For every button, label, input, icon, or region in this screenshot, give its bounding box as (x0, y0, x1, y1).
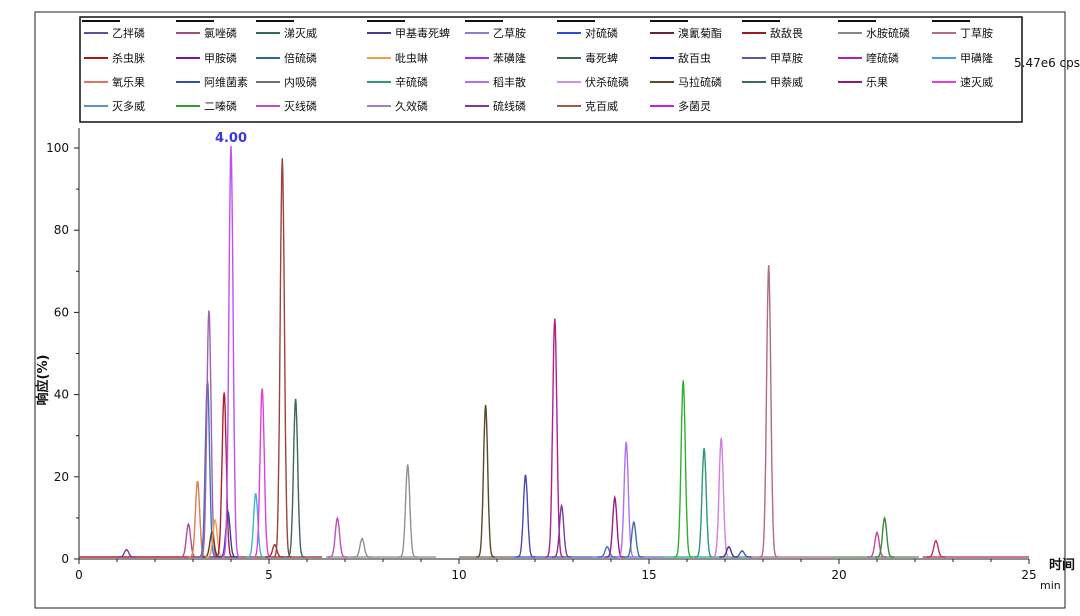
legend-label: 阿维菌素 (204, 76, 248, 89)
x-tick-label: 0 (75, 568, 83, 582)
peak-trace (214, 392, 234, 558)
y-axis-label: 响应(%) (35, 355, 51, 406)
peak-trace (875, 516, 894, 558)
intensity-scale-label: 5.47e6 cps (1014, 56, 1080, 70)
peak-trace (188, 480, 207, 558)
y-tick-label: 40 (54, 388, 69, 402)
x-tick-label: 15 (641, 568, 656, 582)
y-tick-label: 100 (46, 141, 69, 155)
peak-trace (265, 543, 285, 558)
peak-trace (624, 520, 644, 558)
legend-label: 伏杀硫磷 (585, 75, 629, 89)
peak-trace (545, 318, 565, 558)
plot-axes (78, 128, 1029, 560)
legend-label: 乙拌磷 (112, 26, 145, 40)
legend-box (79, 16, 1023, 123)
peak-trace (328, 516, 347, 558)
legend-label: 速灭威 (960, 76, 993, 89)
peak-trace (179, 522, 198, 558)
legend-label: 杀虫脒 (112, 51, 145, 65)
legend-label: 溴氰菊酯 (678, 26, 722, 40)
legend-label: 氯唑磷 (204, 26, 237, 40)
legend-label: 甲胺磷 (204, 51, 237, 65)
peak-trace (694, 447, 714, 558)
legend-label: 灭线磷 (284, 99, 317, 113)
peak-trace (673, 380, 693, 558)
peak-trace (597, 545, 617, 558)
legend-label: 倍硫磷 (284, 51, 317, 65)
peak-trace (246, 493, 266, 558)
legend-label: 灭多威 (112, 99, 145, 113)
axis-ticks: 0 5 10 15 20 25 0 20 40 60 80 100 (46, 141, 1037, 582)
legend-label: 对硫磷 (585, 26, 618, 40)
peak-trace (605, 494, 625, 558)
peak-trace (867, 530, 887, 558)
peak-trace (552, 503, 571, 558)
legend-label: 甲基毒死蜱 (395, 27, 450, 40)
peak-trace (252, 388, 272, 558)
x-tick-label: 5 (265, 568, 273, 582)
peak-trace (286, 398, 305, 558)
legend-label: 苯磺隆 (493, 51, 526, 65)
x-tick-label: 10 (451, 568, 466, 582)
peak-trace (398, 464, 418, 558)
y-tick-label: 80 (54, 223, 69, 237)
legend-label: 敌敌畏 (770, 26, 803, 40)
legend-label: 喹硫磷 (866, 51, 899, 65)
peak-trace (117, 548, 136, 558)
peak-trace (759, 265, 779, 558)
legend-label: 吡虫啉 (395, 52, 428, 65)
legend-label: 多菌灵 (678, 99, 711, 113)
y-tick-label: 0 (61, 552, 69, 566)
y-tick-label: 60 (54, 305, 69, 319)
legend-label: 马拉硫磷 (678, 75, 722, 89)
legend-label: 甲草胺 (770, 51, 803, 65)
legend-label: 毒死蜱 (585, 52, 618, 65)
x-tick-label: 25 (1021, 568, 1036, 582)
legend-label: 敌百虫 (678, 51, 711, 65)
x-tick-label: 20 (831, 568, 846, 582)
legend-label: 二嗪磷 (204, 100, 237, 113)
legend-label: 辛硫磷 (395, 75, 428, 89)
peak-trace (352, 537, 372, 558)
peak-trace (221, 145, 241, 558)
legend-label: 稻丰散 (493, 75, 526, 89)
legend-label: 丁草胺 (960, 26, 993, 40)
legend-label: 乐果 (866, 76, 888, 89)
legend-label: 水胺硫磷 (866, 26, 910, 40)
legend-label: 甲磺隆 (960, 51, 993, 65)
legend-label: 甲萘威 (770, 76, 803, 89)
peak-trace (516, 474, 535, 558)
x-axis-label: 时间 (1049, 557, 1075, 573)
chromatogram-peaks (117, 145, 946, 558)
legend-label: 乙草胺 (493, 26, 526, 40)
x-axis-unit: min (1040, 579, 1061, 592)
peak-trace (926, 539, 946, 558)
legend-label: 久效磷 (395, 99, 428, 113)
peak-trace (272, 158, 292, 558)
legend-label: 内吸磷 (284, 75, 317, 89)
legend-label: 克百威 (585, 100, 618, 113)
peak-apex-label: 4.00 (215, 131, 247, 146)
peak-trace (199, 310, 219, 558)
peak-trace (711, 437, 731, 558)
legend-label: 硫线磷 (493, 99, 526, 113)
peak-trace (476, 404, 495, 558)
legend-label: 氧乐果 (112, 75, 145, 89)
legend-label: 涕灭威 (284, 26, 317, 40)
peak-trace (732, 550, 752, 558)
y-tick-label: 20 (54, 470, 69, 484)
peak-trace (616, 441, 636, 558)
